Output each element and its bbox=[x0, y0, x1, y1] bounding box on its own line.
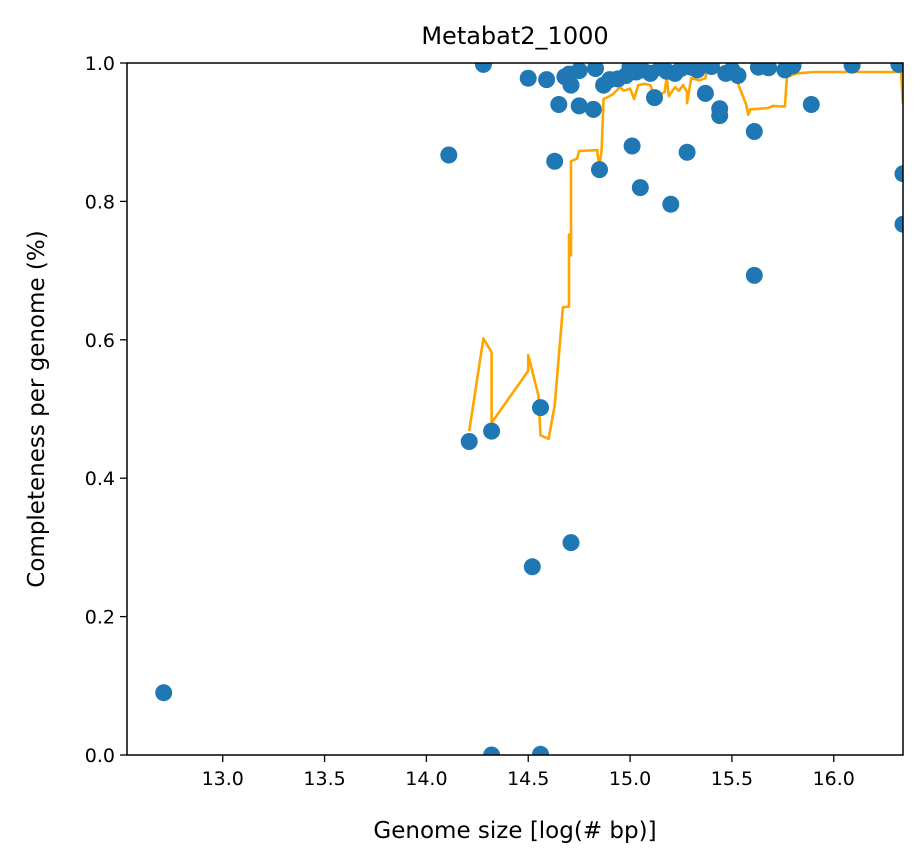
scatter-point bbox=[623, 137, 641, 155]
x-tick-label: 14.5 bbox=[507, 768, 549, 790]
scatter-point bbox=[894, 215, 903, 233]
x-tick-label: 15.5 bbox=[711, 768, 753, 790]
x-tick-label: 16.0 bbox=[813, 768, 855, 790]
scatter-point bbox=[538, 71, 556, 89]
series-layer bbox=[155, 63, 903, 755]
scatter-point bbox=[532, 745, 549, 755]
scatter-point bbox=[587, 63, 604, 77]
scatter-point bbox=[591, 161, 608, 179]
trend-line bbox=[467, 67, 903, 441]
scatter-point bbox=[155, 684, 173, 702]
scatter-point bbox=[890, 63, 903, 73]
x-tick-label: 15.0 bbox=[609, 768, 651, 790]
scatter-point bbox=[523, 558, 541, 576]
y-tick-label: 0.0 bbox=[85, 745, 115, 767]
x-tick-label: 13.0 bbox=[202, 768, 244, 790]
scatter-point bbox=[562, 534, 580, 552]
scatter-point bbox=[760, 63, 778, 77]
y-axis: 0.0 0.2 0.4 0.6 0.8 1.0 bbox=[85, 53, 127, 767]
scatter-point bbox=[745, 123, 763, 140]
scatter-point bbox=[483, 746, 501, 755]
scatter-point bbox=[729, 67, 747, 84]
chart-title: Metabat2_1000 bbox=[421, 22, 608, 50]
y-tick-label: 0.8 bbox=[85, 191, 115, 213]
x-tick-label: 13.5 bbox=[303, 768, 345, 790]
y-tick-label: 1.0 bbox=[85, 53, 115, 75]
y-tick-label: 0.4 bbox=[85, 468, 115, 490]
plot-frame bbox=[126, 62, 904, 756]
y-tick-label: 0.6 bbox=[85, 330, 115, 352]
scatter-point bbox=[570, 63, 588, 80]
scatter-point bbox=[546, 152, 564, 170]
scatter-point bbox=[550, 96, 568, 113]
scatter-point bbox=[483, 422, 501, 440]
scatter-point bbox=[688, 63, 706, 79]
scatter-point bbox=[570, 97, 588, 115]
x-axis-label: Genome size [log(# bp)] bbox=[373, 818, 656, 844]
scatter-point bbox=[562, 76, 580, 94]
y-axis-label: Completeness per genome (%) bbox=[24, 230, 50, 587]
scatter-point bbox=[646, 89, 663, 107]
scatter-point bbox=[440, 146, 458, 164]
scatter-point bbox=[894, 165, 903, 183]
scatter-point bbox=[678, 143, 696, 161]
scatter-point bbox=[631, 179, 649, 197]
scatter-point bbox=[696, 84, 714, 102]
scatter-point bbox=[662, 195, 680, 213]
scatter-point bbox=[711, 107, 729, 125]
scatter-point bbox=[584, 100, 602, 118]
scatter-point bbox=[802, 96, 820, 113]
scatter-point bbox=[784, 63, 802, 75]
x-tick-label: 14.0 bbox=[405, 768, 447, 790]
scatter-point bbox=[843, 63, 861, 74]
scatter-point bbox=[745, 266, 763, 284]
scatter-point bbox=[519, 69, 537, 87]
y-tick-label: 0.2 bbox=[85, 607, 115, 629]
scatter-point bbox=[532, 399, 549, 417]
x-axis: 13.0 13.5 14.0 14.5 15.0 15.5 16.0 bbox=[202, 755, 855, 790]
scatter-point bbox=[460, 433, 478, 450]
scatter-point bbox=[474, 63, 492, 73]
scatter-point bbox=[703, 63, 720, 75]
